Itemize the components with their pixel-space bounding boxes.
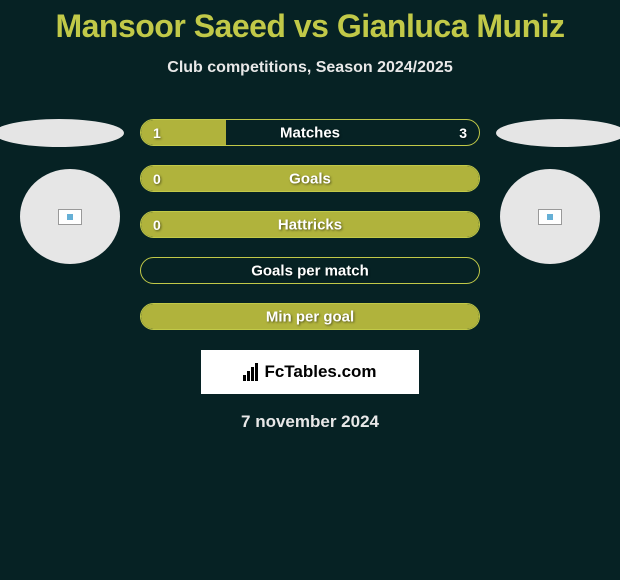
team-oval-left (0, 119, 124, 147)
stat-label: Min per goal (266, 308, 354, 325)
flag-icon (58, 209, 82, 225)
brand-box: FcTables.com (201, 350, 419, 394)
date-label: 7 november 2024 (0, 412, 620, 432)
stat-value-left: 0 (153, 171, 161, 187)
stat-value-left: 1 (153, 125, 161, 141)
stat-bars: Matches 1 3 Goals 0 Hattricks 0 Goals per match… (140, 119, 480, 330)
stat-bar: Goals 0 (140, 165, 480, 192)
subtitle: Club competitions, Season 2024/2025 (0, 59, 620, 77)
flag-icon (538, 209, 562, 225)
stat-label: Goals (289, 170, 331, 187)
player-badge-left (20, 169, 120, 264)
brand-label: FcTables.com (264, 362, 376, 382)
bar-chart-icon (243, 363, 258, 381)
stat-value-right: 3 (459, 125, 467, 141)
comparison-block: Matches 1 3 Goals 0 Hattricks 0 Goals per match… (0, 119, 620, 432)
player-badge-right (500, 169, 600, 264)
stat-label: Goals per match (251, 262, 369, 279)
stat-bar: Min per goal (140, 303, 480, 330)
stat-value-left: 0 (153, 217, 161, 233)
stat-bar: Goals per match (140, 257, 480, 284)
stat-bar: Matches 1 3 (140, 119, 480, 146)
stat-label: Hattricks (278, 216, 342, 233)
stat-bar: Hattricks 0 (140, 211, 480, 238)
stat-label: Matches (280, 124, 340, 141)
page-title: Mansoor Saeed vs Gianluca Muniz (0, 0, 620, 45)
team-oval-right (496, 119, 620, 147)
